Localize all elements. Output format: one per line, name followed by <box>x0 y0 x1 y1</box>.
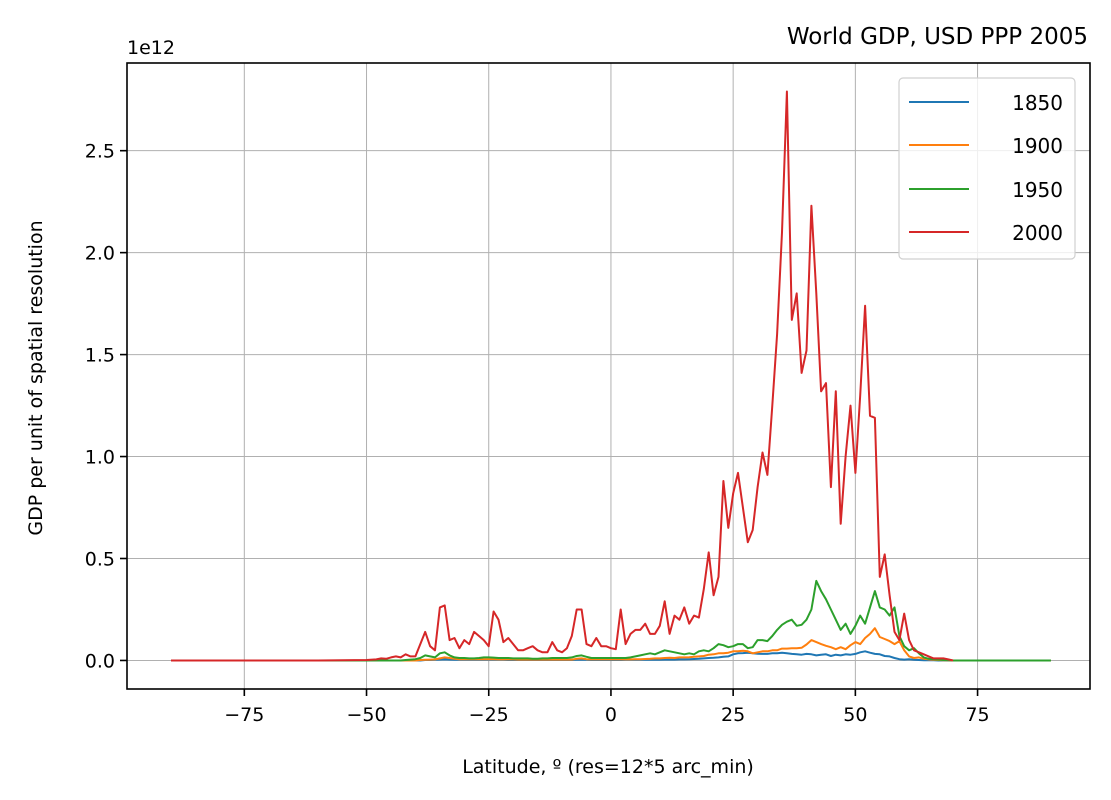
x-tick-label: −25 <box>469 704 509 726</box>
series-line-1900 <box>171 627 1051 662</box>
x-axis-ticks: −75 −50 −25 0 25 50 75 <box>224 689 990 726</box>
x-tick-label: 0 <box>605 704 617 726</box>
legend-label: 1950 <box>1012 178 1063 202</box>
y-axis-label: GDP per unit of spatial resolution <box>25 220 47 535</box>
x-tick-label: −75 <box>224 704 264 726</box>
y-axis-ticks: 0.0 0.5 1.0 1.5 2.0 2.5 <box>85 141 127 672</box>
y-tick-label: 0.0 <box>85 650 115 672</box>
legend-box <box>898 77 1076 260</box>
y-tick-label: 1.0 <box>85 447 115 469</box>
series-line-2000 <box>171 90 954 662</box>
y-tick-label: 2.5 <box>85 141 115 163</box>
x-tick-label: 25 <box>721 704 745 726</box>
legend-item-2000: 2000 <box>909 221 1063 245</box>
x-tick-label: 75 <box>965 704 989 726</box>
y-tick-label: 2.0 <box>85 243 115 265</box>
legend-item-1950: 1950 <box>909 178 1063 202</box>
y-tick-label: 0.5 <box>85 548 115 570</box>
legend: 1850 1900 1950 2000 <box>898 77 1076 260</box>
series-lines <box>171 90 1051 662</box>
x-axis-label: Latitude, º (res=12*5 arc_min) <box>462 756 754 778</box>
axes-frame <box>126 62 1091 690</box>
legend-label: 2000 <box>1012 221 1063 245</box>
legend-label: 1900 <box>1012 134 1063 158</box>
legend-label: 1850 <box>1012 91 1063 115</box>
series-line-1950 <box>171 579 1051 662</box>
y-tick-label: 1.5 <box>85 345 115 367</box>
y-offset-label: 1e12 <box>127 37 175 59</box>
x-tick-label: 50 <box>843 704 867 726</box>
legend-item-1900: 1900 <box>909 134 1063 158</box>
x-tick-label: −50 <box>346 704 386 726</box>
legend-item-1850: 1850 <box>909 91 1063 115</box>
chart-title: World GDP, USD PPP 2005 <box>787 24 1088 50</box>
